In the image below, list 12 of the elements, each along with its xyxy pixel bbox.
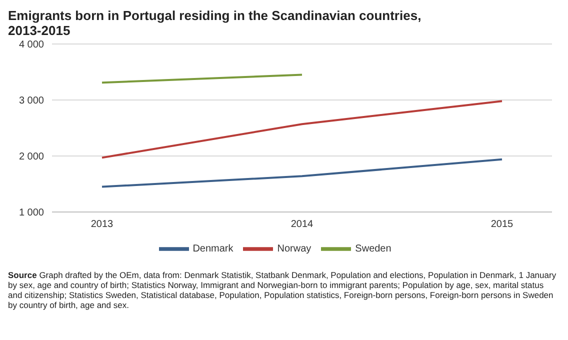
legend-label: Norway <box>277 244 312 255</box>
x-tick-label: 2013 <box>90 219 114 230</box>
chart-title: Emigrants born in Portugal residing in the Scandinavian countries, 2013-2015 <box>8 8 422 38</box>
legend-label: Denmark <box>192 244 234 255</box>
y-tick-label: 2 000 <box>18 152 44 163</box>
x-tick-label: 2015 <box>490 219 514 230</box>
legend-label: Sweden <box>355 244 392 255</box>
y-tick-label: 4 000 <box>18 40 44 51</box>
y-tick-label: 3 000 <box>18 96 44 107</box>
x-tick-label: 2014 <box>290 219 314 230</box>
y-tick-label: 1 000 <box>18 208 44 219</box>
source-note: Source Graph drafted by the OEm, data from: Denmark Statistik, Statbank Denmark, Population and elections, Population in Denmark, 1 January by sex, age and country of birth; Statistics Norway, Immigrant and Norwegian-born to immigrant parents; Population by age, sex, marital status and citizenship; Statistics Sweden, Statistical database, Population, Population statistics, Foreign-born persons, Foreign-born persons in Sweden by country of birth, age and sex. <box>8 270 558 310</box>
